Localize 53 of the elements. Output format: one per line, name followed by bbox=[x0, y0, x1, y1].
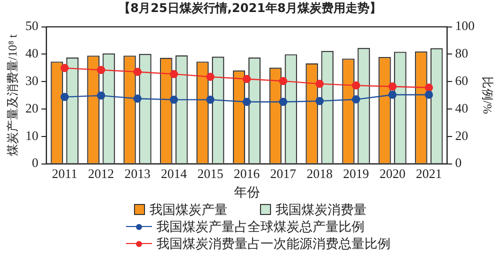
y2-tick-label: 80 bbox=[455, 46, 468, 61]
point bbox=[96, 91, 106, 100]
x-tick-label: 2020 bbox=[379, 166, 406, 182]
point bbox=[316, 96, 324, 106]
point bbox=[279, 98, 288, 106]
point bbox=[242, 98, 251, 106]
point bbox=[133, 94, 142, 103]
y2-tick-label: 40 bbox=[455, 100, 468, 116]
x-tick-label: 2014 bbox=[160, 166, 188, 182]
y-tick-label: 30 bbox=[25, 73, 38, 88]
point bbox=[206, 96, 214, 104]
point bbox=[424, 84, 433, 92]
y2-axis-title: 比例/% bbox=[480, 76, 495, 114]
y-tick-label: 10 bbox=[25, 128, 38, 143]
x-tick-label: 2017 bbox=[270, 166, 297, 182]
point bbox=[352, 95, 360, 104]
point bbox=[206, 72, 214, 81]
point bbox=[316, 80, 324, 88]
legend-label: 我国煤炭消费量占一次能源消费总量比例 bbox=[156, 235, 390, 252]
y-tick-label: 0 bbox=[32, 155, 38, 170]
x-tick-label: 2021 bbox=[416, 166, 442, 182]
legend-label: 我国煤炭消费量 bbox=[276, 201, 366, 218]
point bbox=[170, 70, 178, 78]
point bbox=[60, 92, 69, 102]
x-tick-label: 2018 bbox=[306, 166, 333, 182]
x-tick-label: 2012 bbox=[88, 166, 114, 182]
point bbox=[424, 90, 433, 99]
y2-tick-label: 100 bbox=[455, 18, 475, 34]
point bbox=[133, 68, 142, 76]
y-tick-label: 50 bbox=[25, 18, 38, 34]
y2-tick-label: 0 bbox=[455, 155, 462, 170]
x-axis-title: 年份 bbox=[234, 184, 260, 200]
point bbox=[170, 96, 178, 104]
chart-title: 【8月25日煤炭行情,2021年8月煤炭费用走势】 bbox=[117, 0, 383, 16]
point bbox=[388, 82, 397, 91]
point bbox=[96, 66, 106, 74]
y2-tick-label: 60 bbox=[455, 73, 468, 88]
legend-label: 我国煤炭产量 bbox=[150, 201, 228, 218]
x-tick-label: 2011 bbox=[52, 166, 78, 182]
x-tick-label: 2015 bbox=[197, 166, 224, 182]
y-tick-label: 20 bbox=[25, 100, 38, 116]
legend-label: 我国煤炭产量占全球煤炭总产量比例 bbox=[156, 218, 364, 235]
y-tick-label: 40 bbox=[25, 46, 38, 61]
point bbox=[242, 74, 251, 84]
x-tick-label: 2013 bbox=[124, 166, 150, 182]
point bbox=[60, 64, 69, 72]
x-tick-label: 2019 bbox=[343, 166, 370, 182]
point bbox=[352, 81, 360, 90]
point bbox=[388, 90, 397, 99]
x-tick-label: 2016 bbox=[234, 166, 260, 182]
y2-tick-label: 20 bbox=[455, 128, 468, 143]
point bbox=[279, 76, 288, 86]
y-axis-title: 煤炭产量及消费量/10⁸ t bbox=[5, 34, 20, 156]
